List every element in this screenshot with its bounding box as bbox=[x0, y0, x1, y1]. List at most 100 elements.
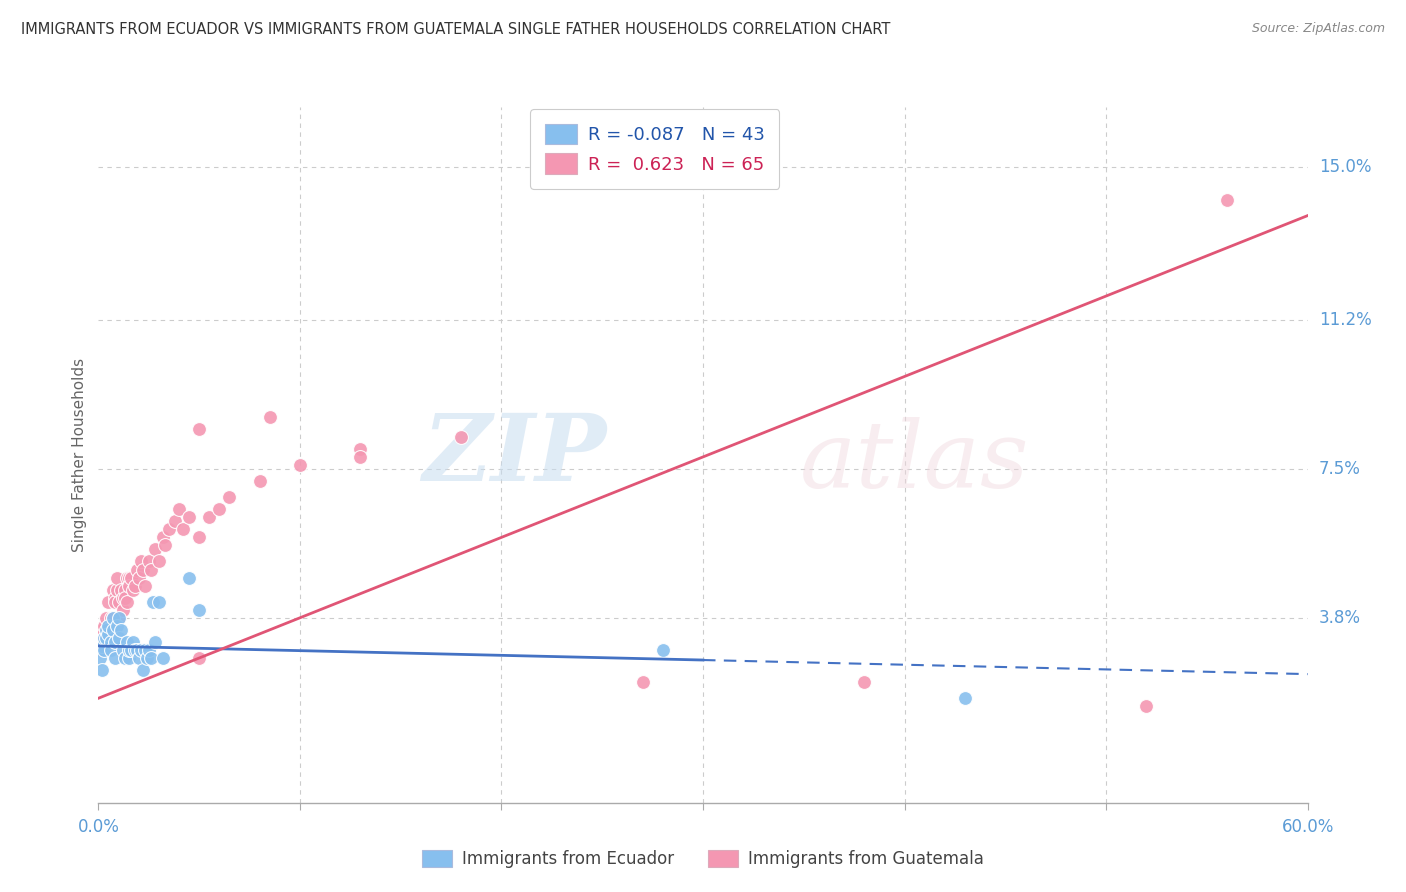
Point bbox=[89, 631, 111, 645]
Point bbox=[111, 591, 134, 605]
Point bbox=[101, 582, 124, 597]
Point bbox=[198, 510, 221, 524]
Point bbox=[135, 651, 157, 665]
Point bbox=[218, 490, 240, 504]
Point bbox=[111, 643, 134, 657]
Point bbox=[124, 579, 146, 593]
Point bbox=[148, 595, 170, 609]
Point bbox=[349, 450, 371, 464]
Point bbox=[132, 663, 155, 677]
Point bbox=[105, 582, 128, 597]
Point bbox=[107, 611, 129, 625]
Point bbox=[115, 595, 138, 609]
Point bbox=[1135, 699, 1157, 714]
Text: atlas: atlas bbox=[800, 417, 1029, 507]
Text: 7.5%: 7.5% bbox=[1319, 460, 1361, 478]
Point bbox=[103, 635, 125, 649]
Point bbox=[103, 591, 125, 605]
Point bbox=[101, 611, 124, 625]
Point bbox=[93, 619, 115, 633]
Point bbox=[91, 639, 114, 653]
Point bbox=[114, 582, 136, 597]
Point bbox=[152, 530, 174, 544]
Point bbox=[101, 611, 124, 625]
Point bbox=[125, 643, 148, 657]
Point bbox=[651, 643, 673, 657]
Point bbox=[107, 631, 129, 645]
Text: 11.2%: 11.2% bbox=[1319, 311, 1371, 329]
Point bbox=[138, 643, 160, 657]
Point bbox=[167, 502, 190, 516]
Point bbox=[631, 675, 654, 690]
Point bbox=[177, 510, 201, 524]
Point bbox=[114, 591, 136, 605]
Point bbox=[93, 643, 115, 657]
Point bbox=[110, 582, 132, 597]
Point bbox=[111, 603, 134, 617]
Point bbox=[121, 582, 143, 597]
Point bbox=[163, 514, 186, 528]
Point bbox=[118, 651, 141, 665]
Point bbox=[120, 571, 142, 585]
Point bbox=[103, 595, 125, 609]
Point bbox=[249, 474, 271, 488]
Point bbox=[152, 651, 174, 665]
Point bbox=[89, 643, 111, 657]
Point bbox=[100, 623, 122, 637]
Point bbox=[124, 643, 146, 657]
Point bbox=[91, 663, 114, 677]
Point bbox=[134, 643, 156, 657]
Point bbox=[100, 643, 122, 657]
Point bbox=[188, 603, 211, 617]
Text: 15.0%: 15.0% bbox=[1319, 159, 1371, 177]
Text: IMMIGRANTS FROM ECUADOR VS IMMIGRANTS FROM GUATEMALA SINGLE FATHER HOUSEHOLDS CO: IMMIGRANTS FROM ECUADOR VS IMMIGRANTS FR… bbox=[21, 22, 890, 37]
Point bbox=[177, 571, 201, 585]
Point bbox=[172, 522, 194, 536]
Point bbox=[118, 571, 141, 585]
Point bbox=[349, 442, 371, 456]
Point bbox=[128, 651, 150, 665]
Point bbox=[139, 651, 162, 665]
Point bbox=[125, 562, 148, 576]
Point bbox=[107, 611, 129, 625]
Point bbox=[96, 631, 118, 645]
Point bbox=[259, 409, 281, 424]
Point bbox=[450, 430, 472, 444]
Point bbox=[96, 623, 118, 637]
Point bbox=[148, 554, 170, 568]
Point bbox=[142, 595, 165, 609]
Point bbox=[100, 611, 122, 625]
Point bbox=[188, 530, 211, 544]
Point bbox=[129, 554, 152, 568]
Point bbox=[93, 631, 115, 645]
Point bbox=[157, 522, 180, 536]
Point bbox=[153, 538, 176, 552]
Point bbox=[134, 579, 156, 593]
Point bbox=[105, 619, 128, 633]
Point bbox=[101, 623, 124, 637]
Point bbox=[121, 635, 143, 649]
Point bbox=[118, 579, 141, 593]
Point bbox=[91, 643, 114, 657]
Point bbox=[288, 458, 311, 472]
Point bbox=[105, 571, 128, 585]
Point bbox=[138, 554, 160, 568]
Point bbox=[93, 631, 115, 645]
Text: 3.8%: 3.8% bbox=[1319, 609, 1361, 627]
Point bbox=[110, 623, 132, 637]
Point bbox=[115, 571, 138, 585]
Point bbox=[188, 422, 211, 436]
Point bbox=[97, 627, 120, 641]
Point bbox=[93, 631, 115, 645]
Point bbox=[132, 562, 155, 576]
Point bbox=[139, 562, 162, 576]
Point bbox=[208, 502, 231, 516]
Legend: Immigrants from Ecuador, Immigrants from Guatemala: Immigrants from Ecuador, Immigrants from… bbox=[416, 843, 990, 874]
Point bbox=[129, 643, 152, 657]
Point bbox=[118, 643, 141, 657]
Point bbox=[143, 635, 166, 649]
Point bbox=[96, 611, 118, 625]
Point bbox=[107, 595, 129, 609]
Point bbox=[97, 595, 120, 609]
Point bbox=[143, 542, 166, 557]
